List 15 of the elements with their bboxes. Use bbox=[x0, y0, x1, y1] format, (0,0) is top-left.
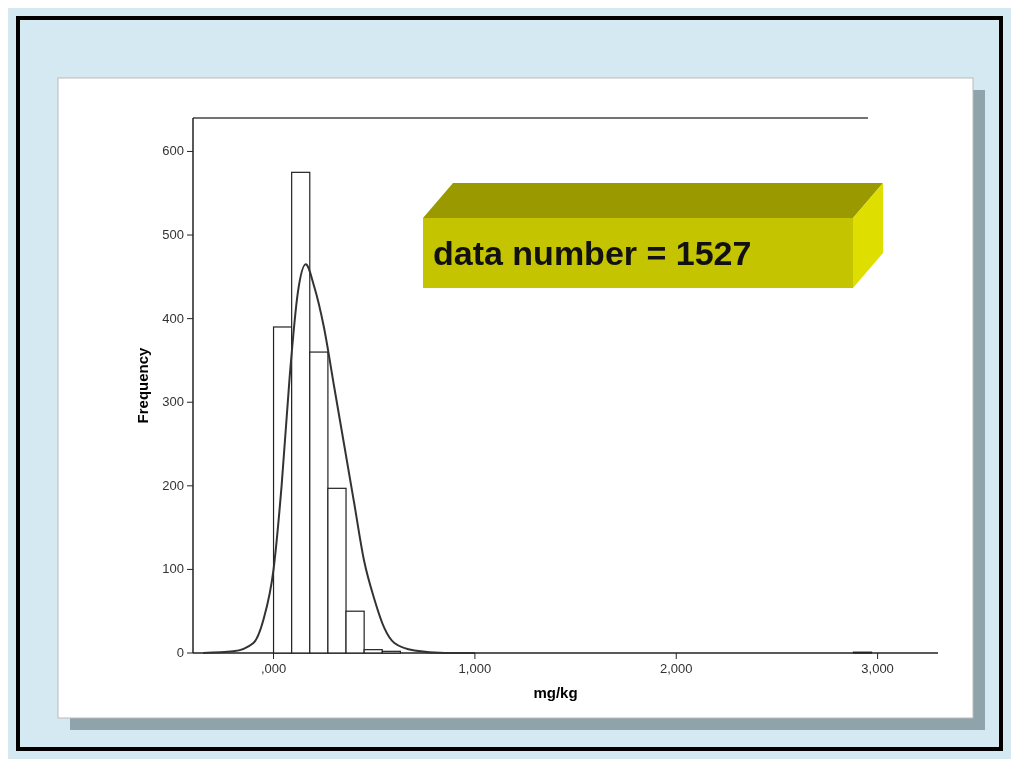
y-tick-label: 500 bbox=[162, 227, 184, 243]
y-tick-label: 400 bbox=[162, 310, 184, 326]
y-tick-label: 0 bbox=[176, 645, 184, 660]
y-tick-label: 300 bbox=[162, 394, 184, 410]
x-axis-title: mg/kg bbox=[533, 684, 578, 701]
y-tick-label: 200 bbox=[162, 477, 184, 493]
x-tick-label: 1,000 bbox=[458, 661, 492, 676]
x-tick-label: 3,000 bbox=[861, 661, 894, 676]
x-tick-label: 2,000 bbox=[659, 661, 693, 676]
annotation: data number = 1527 bbox=[433, 234, 752, 272]
y-axis-title: Frequency bbox=[134, 346, 151, 424]
y-tick-label: 100 bbox=[162, 561, 184, 577]
line-series bbox=[202, 263, 476, 654]
y-tick-label: 600 bbox=[162, 143, 184, 159]
x-tick-label: ,000 bbox=[260, 661, 287, 676]
